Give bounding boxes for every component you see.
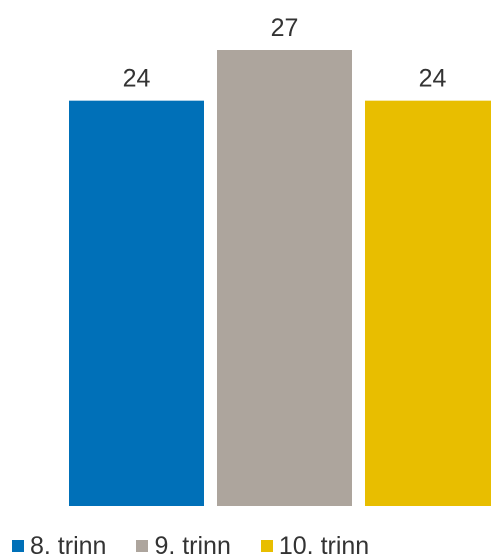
bar-9-trinn xyxy=(217,50,352,506)
legend-swatch-9-trinn xyxy=(136,540,149,552)
data-label-9-trinn: 27 xyxy=(271,14,299,42)
data-labels-group: 24 27 24 xyxy=(123,14,447,93)
legend-swatch-10-trinn xyxy=(260,540,273,552)
legend-item-8-trinn: 8. trinn xyxy=(12,532,106,560)
bar-10-trinn xyxy=(365,100,491,507)
legend: 8. trinn 9. trinn 10. trinn xyxy=(12,532,369,560)
legend-label-8-trinn: 8. trinn xyxy=(30,532,107,560)
legend-item-9-trinn: 9. trinn xyxy=(136,532,231,560)
legend-swatch-8-trinn xyxy=(12,540,24,552)
legend-item-10-trinn: 10. trinn xyxy=(260,532,370,560)
data-label-8-trinn: 24 xyxy=(123,65,151,93)
bar-chart: 24 27 24 xyxy=(69,14,491,507)
data-label-10-trinn: 24 xyxy=(419,65,447,93)
bars-group xyxy=(69,50,491,507)
legend-label-9-trinn: 9. trinn xyxy=(154,532,231,560)
bar-8-trinn xyxy=(69,100,204,507)
legend-label-10-trinn: 10. trinn xyxy=(278,532,370,560)
